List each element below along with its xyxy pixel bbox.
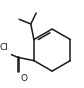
Text: Cl: Cl — [0, 43, 8, 52]
Text: O: O — [20, 74, 27, 83]
